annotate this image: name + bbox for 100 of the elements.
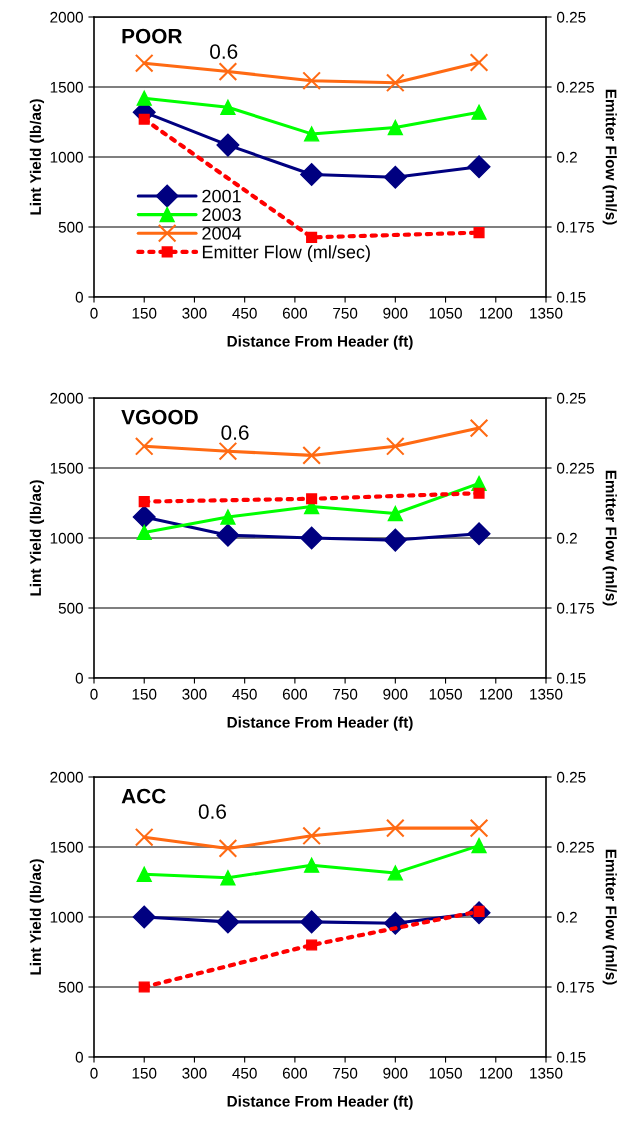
point [467,522,491,546]
y2-tick-label: 0.175 [557,981,595,993]
y-tick-label: 0 [75,291,83,303]
y2-tick-label: 0.2 [557,151,577,163]
y2-tick-label: 0.25 [557,771,586,783]
text: 0.6 [221,425,249,440]
y-tick-label: 1000 [50,532,83,544]
point [216,133,240,157]
x-tick-label: 1200 [479,1067,513,1079]
y-axis-title: Lint Yield (lb/ac) [29,99,45,215]
text: 0.6 [198,804,227,819]
point [218,62,238,81]
point [300,163,324,186]
y2-tick-label: 0.15 [557,672,586,684]
point [132,905,156,929]
y-tick-label: 2000 [50,392,83,404]
y2-tick-label: 0.175 [557,221,595,233]
point [383,165,407,189]
y-tick-label: 1500 [50,841,83,853]
point [471,104,487,120]
x-tick-label: 750 [333,688,358,700]
y2-tick-label: 0.25 [557,11,586,23]
point [387,505,403,522]
x-tick-label: 750 [333,1067,358,1079]
x-tick-label: 150 [132,1067,157,1079]
point [469,418,489,438]
x-tick-label: 1050 [429,688,462,700]
x-tick-label: 750 [333,307,358,319]
x-tick-label: 1050 [429,307,462,319]
point [136,866,152,882]
point [302,71,321,91]
y-axis-title: Lint Yield (lb/ac) [29,480,45,596]
y2-tick-label: 0.225 [557,462,595,474]
chart-title: ACC [121,788,166,804]
point [385,436,405,456]
y2-tick-label: 0.25 [557,392,586,404]
x-tick-label: 450 [232,1067,257,1079]
point [303,126,320,142]
point [473,227,485,239]
x-tick-label: 600 [282,1067,308,1079]
x-tick-label: 1350 [530,688,563,700]
point [134,827,154,847]
x-tick-label: 0 [90,1067,98,1079]
y-tick-label: 2000 [50,771,83,783]
y2-axis-title: Emitter Flow (ml/s) [602,849,617,985]
y2-tick-label: 0.175 [557,602,595,614]
point [467,155,491,179]
x-tick-label: 450 [232,688,257,700]
point [218,839,238,858]
point [302,826,321,846]
point [302,446,321,465]
point [469,818,489,838]
x-tick-label: 1200 [479,307,513,319]
point [216,523,240,547]
y2-tick-label: 0.225 [557,81,595,93]
x-tick-label: 300 [182,1067,207,1079]
point [216,910,240,934]
point [306,231,318,243]
x-axis-title: Distance From Header (ft) [227,1095,413,1110]
y-tick-label: 500 [58,221,83,233]
x-axis-title: Distance From Header (ft) [227,716,413,731]
point [220,870,236,886]
x-tick-label: 0 [90,307,98,319]
chart-title: POOR [122,28,183,44]
y-tick-label: 1500 [50,462,83,474]
x-tick-label: 300 [182,688,207,700]
y2-axis-title: Emitter Flow (ml/s) [602,470,617,606]
point [387,119,403,136]
text: 0.6 [210,44,238,59]
point [138,113,150,125]
x-tick-label: 600 [282,307,308,319]
point [218,441,238,461]
x-tick-label: 1350 [530,307,563,319]
x-tick-label: 0 [90,688,98,700]
y2-tick-label: 0.2 [557,911,577,923]
point [136,524,152,541]
x-tick-label: 600 [282,688,308,700]
y2-tick-label: 0.2 [557,532,577,544]
x-tick-label: 900 [383,688,408,700]
point [134,436,154,456]
x-tick-label: 1200 [479,688,513,700]
y2-axis-title: Emitter Flow (ml/s) [602,89,617,225]
point [385,818,405,838]
x-tick-label: 150 [132,307,157,319]
point [469,53,489,72]
y-axis-title: Lint Yield (lb/ac) [29,859,45,975]
point [303,857,320,873]
y2-tick-label: 0.15 [557,1051,586,1063]
y-tick-label: 1500 [50,81,83,93]
y2-tick-label: 0.15 [557,291,586,303]
point [134,53,154,73]
y-tick-label: 2000 [50,11,83,23]
legend-label: 2004 [202,226,242,240]
x-tick-label: 900 [383,307,408,319]
legend-label: 2003 [202,208,241,222]
point [220,509,236,525]
y-tick-label: 500 [58,981,83,993]
legend-label: Emitter Flow (ml/sec) [202,245,370,262]
x-tick-label: 150 [132,688,157,700]
y-tick-label: 0 [75,672,83,684]
